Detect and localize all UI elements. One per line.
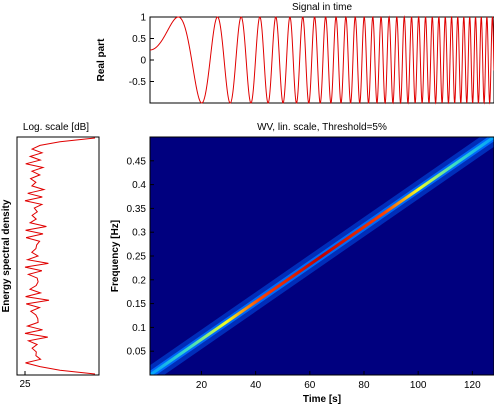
wv-title: WV, lin. scale, Threshold=5% [257,122,387,133]
wv-y-ticks: 0.05 0.1 0.15 0.2 0.25 0.3 0.35 0.4 0.45 [127,156,154,358]
wv-ridge [150,137,494,375]
wv-x-tick-label: 100 [410,380,427,391]
wv-y-tick-label: 0.15 [127,299,147,310]
signal-y-tick-label: -0.5 [129,77,147,88]
wv-xlabel: Time [s] [303,394,341,405]
signal-line [150,15,494,105]
esd-line [24,137,96,375]
signal-panel: Signal in time 1 0.5 0 -0.5 Real part [96,2,494,105]
esd-xtick-label: 25 [19,379,31,390]
wv-x-tick-label: 20 [196,380,208,391]
signal-y-tick-label: 0.5 [132,34,146,45]
esd-title: Log. scale [dB] [23,122,89,133]
esd-ylabel: Energy spectral density [1,199,12,312]
signal-title: Signal in time [292,2,352,13]
esd-axes-frame [16,136,100,376]
wv-y-tick-label: 0.45 [127,156,147,167]
wv-y-tick-label: 0.3 [132,228,146,239]
wv-ridge-group [150,137,494,375]
signal-y-ticks: 1 0.5 0 -0.5 [129,13,154,88]
wv-y-tick-label: 0.1 [132,323,146,334]
wv-x-ticks: 20 40 60 80 100 120 [196,371,481,391]
wv-y-tick-label: 0.25 [127,252,147,263]
wv-y-tick-label: 0.35 [127,204,147,215]
wv-x-tick-label: 120 [464,380,481,391]
wv-x-tick-label: 60 [304,380,316,391]
wv-x-tick-label: 40 [250,380,262,391]
wv-x-tick-label: 80 [358,380,370,391]
wv-panel: WV, lin. scale, Threshold=5% 0.05 0.1 0.15… [110,122,494,405]
wv-y-tick-label: 0.4 [132,180,146,191]
wv-ylabel: Frequency [Hz] [110,220,121,292]
wv-y-tick-label: 0.2 [132,275,146,286]
signal-ylabel: Real part [96,38,107,81]
signal-y-tick-label: 0 [140,56,146,67]
wv-y-tick-label: 0.05 [127,347,147,358]
esd-panel: Log. scale [dB] 25 Energy spectral densi… [1,122,100,390]
signal-y-tick-label: 1 [140,13,146,24]
